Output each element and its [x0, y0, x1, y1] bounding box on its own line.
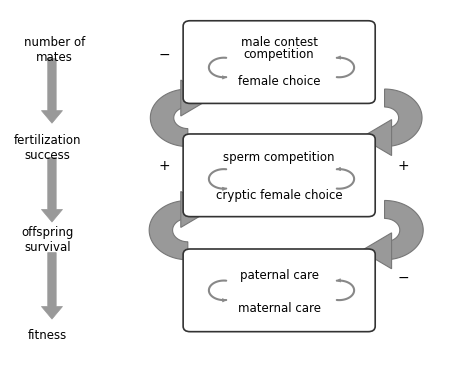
Polygon shape [149, 200, 188, 260]
Text: sperm competition: sperm competition [223, 151, 335, 164]
FancyBboxPatch shape [183, 21, 375, 103]
Text: female choice: female choice [238, 75, 320, 88]
Text: cryptic female choice: cryptic female choice [216, 189, 343, 201]
Polygon shape [384, 200, 423, 260]
Text: number of
mates: number of mates [24, 35, 85, 64]
Text: +: + [159, 160, 170, 173]
Polygon shape [361, 120, 392, 155]
Polygon shape [41, 58, 63, 123]
Text: fertilization
success: fertilization success [14, 134, 81, 162]
Text: offspring
survival: offspring survival [21, 226, 73, 254]
Text: −: − [398, 271, 409, 285]
Text: paternal care: paternal care [240, 269, 319, 283]
Polygon shape [361, 233, 392, 269]
Text: +: + [398, 160, 409, 173]
Polygon shape [181, 192, 211, 227]
FancyBboxPatch shape [183, 249, 375, 332]
Polygon shape [41, 253, 63, 319]
Text: male contest: male contest [241, 36, 318, 49]
Text: fitness: fitness [27, 329, 67, 342]
Polygon shape [181, 80, 211, 116]
Text: maternal care: maternal care [237, 302, 320, 315]
Text: −: − [159, 48, 170, 62]
Text: competition: competition [244, 49, 314, 61]
FancyBboxPatch shape [183, 134, 375, 217]
Polygon shape [384, 89, 422, 147]
Polygon shape [150, 89, 188, 147]
Polygon shape [41, 157, 63, 222]
